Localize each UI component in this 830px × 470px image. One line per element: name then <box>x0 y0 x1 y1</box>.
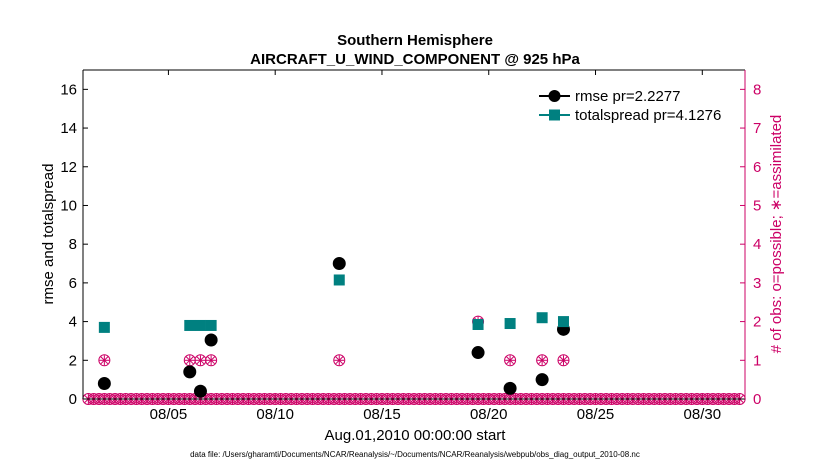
left-tick-label: 16 <box>60 81 77 98</box>
left-tick-label: 6 <box>69 275 77 292</box>
obs-possible-marker <box>536 354 549 367</box>
rmse-point <box>471 346 485 360</box>
right-tick-label: 1 <box>753 352 761 369</box>
legend-rmse-label: rmse pr=2.2277 <box>575 88 680 105</box>
x-tick-label: 08/20 <box>470 406 508 423</box>
obs-asterisk-stroke <box>100 356 109 365</box>
rmse-point <box>332 257 346 271</box>
left-tick-label: 12 <box>60 159 77 176</box>
totalspread-point <box>98 321 110 333</box>
x-tick-label: 08/05 <box>150 406 188 423</box>
totalspread-point <box>472 318 484 330</box>
obs-possible-marker <box>98 354 111 367</box>
right-tick-label: 6 <box>753 159 761 176</box>
obs-assimilated-marker <box>334 355 345 366</box>
rmse-point <box>503 381 517 395</box>
totalspread-point <box>194 319 206 331</box>
obs-possible-marker <box>205 354 218 367</box>
data-file-footnote: data file: /Users/gharamti/Documents/NCA… <box>190 450 640 459</box>
obs-possible-marker <box>504 354 517 367</box>
obs-possible-marker <box>557 354 570 367</box>
rmse-point <box>193 384 207 398</box>
legend-totalspread-label: totalspread pr=4.1276 <box>575 107 721 124</box>
left-tick-label: 10 <box>60 197 77 214</box>
left-tick-label: 8 <box>69 236 77 253</box>
left-tick-label: 0 <box>69 391 77 408</box>
rmse-point <box>535 373 549 387</box>
left-axis-label: rmse and totalspread <box>40 164 57 305</box>
rmse-point <box>204 333 218 347</box>
totalspread-point <box>557 316 569 328</box>
obs-assimilated-marker <box>505 355 516 366</box>
right-tick-label: 8 <box>753 81 761 98</box>
x-tick-label: 08/10 <box>256 406 294 423</box>
obs-assimilated-marker <box>558 355 569 366</box>
left-tick-label: 14 <box>60 120 77 137</box>
right-axis-label: # of obs: o=possible; ∗=assimilated <box>768 115 785 354</box>
obs-asterisk-stroke <box>196 356 205 365</box>
x-tick-label: 08/25 <box>577 406 615 423</box>
right-axis-ticks: 0 1 2 3 4 5 6 7 8 <box>740 81 761 408</box>
x-tick-label: 08/15 <box>363 406 401 423</box>
totalspread-point <box>536 312 548 324</box>
obs-assimilated-marker <box>184 355 195 366</box>
obs-asterisk-stroke <box>506 356 514 365</box>
legend-rmse-marker <box>548 90 561 102</box>
obs-asterisk-stroke <box>185 356 194 365</box>
obs-assimilated-marker <box>537 355 548 366</box>
right-tick-label: 5 <box>753 197 761 214</box>
right-tick-label: 4 <box>753 236 761 253</box>
right-tick-label: 3 <box>753 275 761 292</box>
obs-asterisk-stroke <box>207 356 216 365</box>
chart-title: Southern Hemisphere <box>337 32 493 49</box>
obs-assimilated-marker <box>195 355 206 366</box>
left-axis-ticks: 0 2 4 6 8 10 12 14 16 <box>60 81 88 408</box>
x-tick-label: 08/30 <box>684 406 722 423</box>
left-tick-label: 4 <box>69 314 77 331</box>
plot-area <box>83 70 745 399</box>
x-axis-ticks: 08/05 08/10 08/15 08/20 08/25 08/30 <box>150 70 721 423</box>
totalspread-point <box>205 319 217 331</box>
obs-assimilated-marker <box>99 355 110 366</box>
totalspread-point <box>184 319 196 331</box>
obs-asterisk-stroke <box>335 356 344 365</box>
legend: rmse pr=2.2277 totalspread pr=4.1276 <box>539 88 721 124</box>
legend-totalspread-marker <box>549 109 560 121</box>
chart-subtitle: AIRCRAFT_U_WIND_COMPONENT @ 925 hPa <box>250 51 580 68</box>
rmse-point <box>183 365 197 379</box>
obs-asterisk-stroke <box>559 356 568 365</box>
obs-possible-marker <box>333 354 346 367</box>
right-tick-label: 7 <box>753 120 761 137</box>
obs-asterisk-stroke <box>538 356 547 365</box>
series-layer <box>97 257 570 398</box>
totalspread-point <box>333 274 345 286</box>
left-tick-label: 2 <box>69 352 77 369</box>
totalspread-point <box>504 318 516 330</box>
x-axis-label: Aug.01,2010 00:00:00 start <box>325 427 507 444</box>
right-tick-label: 0 <box>753 391 761 408</box>
right-tick-label: 2 <box>753 314 761 331</box>
obs-assimilated-marker <box>206 355 217 366</box>
rmse-point <box>97 377 111 391</box>
